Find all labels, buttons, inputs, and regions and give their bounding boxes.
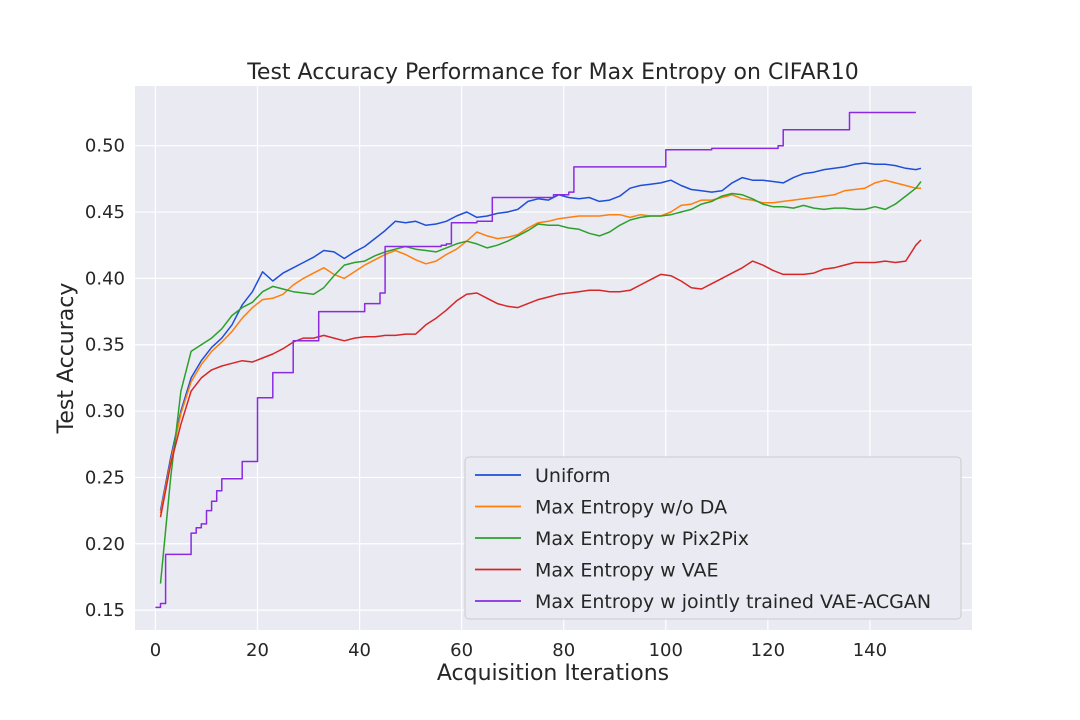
y-tick-label: 0.15 (85, 600, 125, 621)
x-tick-label: 0 (150, 640, 161, 661)
legend-label: Max Entropy w jointly trained VAE-ACGAN (535, 591, 931, 613)
x-tick-label: 120 (751, 640, 785, 661)
series-line-3 (159, 181, 922, 584)
x-tick-labels: 0 20 40 60 80 100 120 140 (150, 640, 887, 661)
x-tick-label: 40 (348, 640, 371, 661)
legend-label: Max Entropy w VAE (535, 560, 719, 582)
series-line-4 (159, 239, 922, 518)
y-tick-labels: 0.15 0.20 0.25 0.30 0.35 0.40 0.45 0.50 (85, 136, 125, 621)
x-tick-label: 80 (552, 640, 575, 661)
y-tick-label: 0.35 (85, 335, 125, 356)
y-tick-label: 0.20 (85, 534, 125, 555)
x-axis-label: Acquisition Iterations (437, 661, 669, 686)
y-tick-label: 0.50 (85, 136, 125, 157)
series-layer (155, 111, 922, 609)
y-tick-label: 0.25 (85, 467, 125, 488)
y-tick-label: 0.45 (85, 202, 125, 223)
legend: Uniform Max Entropy w/o DA Max Entropy w P… (464, 456, 962, 620)
x-tick-label: 20 (246, 640, 269, 661)
x-tick-label: 100 (649, 640, 683, 661)
legend-box (464, 456, 962, 620)
chart-title: Test Accuracy Performance for Max Entrop… (246, 60, 859, 85)
legend-label: Max Entropy w Pix2Pix (535, 528, 749, 550)
y-axis-label: Test Accuracy (54, 283, 79, 435)
series-line-5 (155, 111, 916, 609)
y-tick-label: 0.30 (85, 401, 125, 422)
y-tick-label: 0.40 (85, 268, 125, 289)
series-line-1 (159, 162, 922, 511)
legend-label: Uniform (535, 465, 611, 487)
legend-label: Max Entropy w/o DA (535, 497, 727, 519)
x-tick-label: 140 (853, 640, 887, 661)
x-tick-label: 60 (450, 640, 473, 661)
